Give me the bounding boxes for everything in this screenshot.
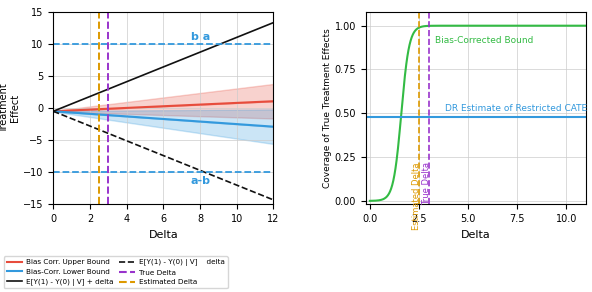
X-axis label: Delta: Delta <box>461 230 491 240</box>
Text: True Delta: True Delta <box>422 162 431 205</box>
Text: Estimated Delta: Estimated Delta <box>412 162 421 230</box>
Text: Bias-Corrected Bound: Bias-Corrected Bound <box>435 36 533 45</box>
Y-axis label: Coverage of True Treatment Effects: Coverage of True Treatment Effects <box>323 28 332 188</box>
Text: a-b: a-b <box>191 176 211 186</box>
Text: DR Estimate of Restricted CATE: DR Estimate of Restricted CATE <box>445 104 587 113</box>
Y-axis label: Treatment
Effect: Treatment Effect <box>0 83 20 133</box>
Text: b a: b a <box>191 32 210 42</box>
X-axis label: Delta: Delta <box>149 230 178 240</box>
Legend: Bias Corr. Upper Bound, Bias-Corr. Lower Bound, E[Y(1) - Y(0) | V] + delta, E[Y(: Bias Corr. Upper Bound, Bias-Corr. Lower… <box>4 256 227 288</box>
